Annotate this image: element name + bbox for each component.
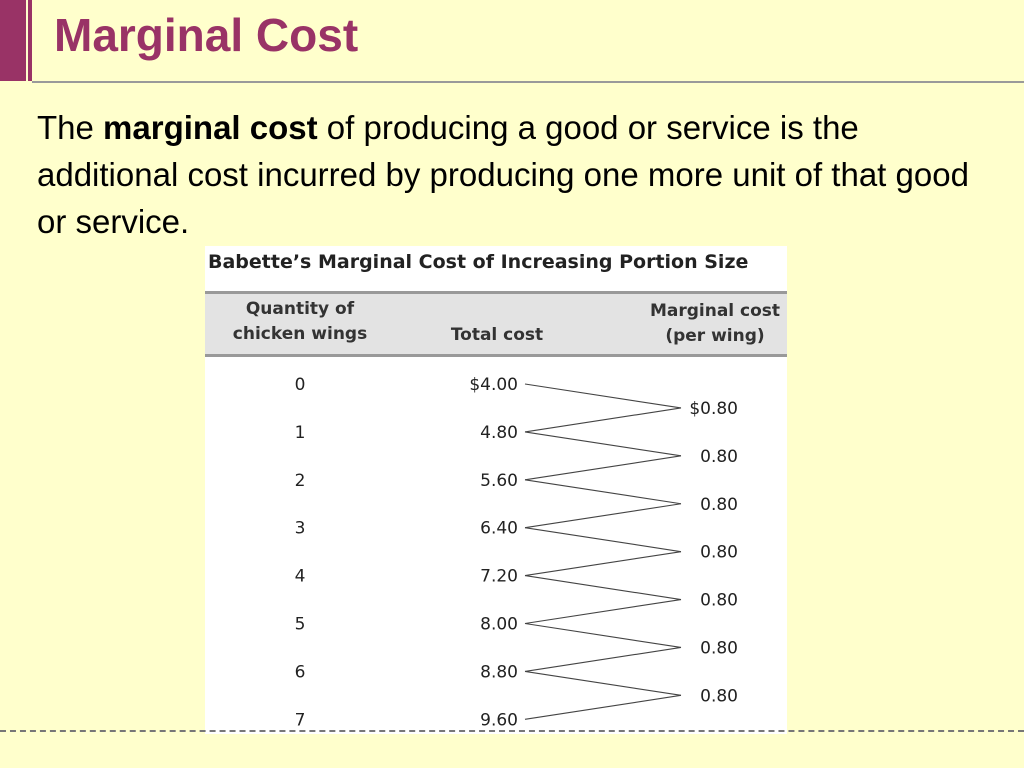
total-cost-cell: 8.00 — [480, 615, 518, 635]
marginal-cost-cell: 0.80 — [700, 591, 738, 611]
quantity-cell: 4 — [295, 567, 306, 587]
header-marginal-cost-line2: (per wing) — [665, 326, 764, 346]
marginal-cost-cell: 0.80 — [700, 686, 738, 706]
marginal-cost-cell: 0.80 — [700, 495, 738, 515]
table-graphic: Babette’s Marginal Cost of Increasing Po… — [205, 251, 787, 730]
title-divider — [32, 81, 1024, 83]
title-accent-stripe — [26, 0, 28, 81]
connector-line — [524, 455, 682, 481]
footer-dashed-divider — [0, 730, 1024, 732]
definition-text: The marginal cost of producing a good or… — [37, 104, 997, 245]
quantity-cell: 0 — [295, 375, 306, 395]
connector-line — [524, 431, 682, 457]
quantity-cell: 7 — [295, 710, 306, 730]
definition-lead: The — [37, 109, 104, 146]
connector-line — [524, 551, 682, 577]
quantity-cell: 5 — [295, 615, 306, 635]
marginal-cost-table: Babette’s Marginal Cost of Increasing Po… — [205, 246, 787, 734]
quantity-cell: 3 — [295, 519, 306, 539]
total-cost-cell: 6.40 — [480, 519, 518, 539]
total-cost-cell: 5.60 — [480, 471, 518, 491]
total-cost-cell: 8.80 — [480, 662, 518, 682]
connector-line — [524, 407, 682, 433]
connector-line — [524, 479, 682, 505]
connector-line — [524, 599, 682, 625]
table-body: 0 $4.00 1 4.80 2 5.60 3 6.40 4 7.20 5 8.00 6 8.80 7 9.6… — [295, 375, 738, 730]
connector-line — [524, 575, 682, 601]
header-top-rule — [205, 291, 787, 294]
marginal-cost-cell: $0.80 — [689, 399, 738, 419]
marginal-cost-cell: 0.80 — [700, 447, 738, 467]
header-total-cost: Total cost — [451, 325, 543, 345]
connector-line — [524, 527, 682, 553]
total-cost-cell: 4.80 — [480, 423, 518, 443]
total-cost-cell: 7.20 — [480, 567, 518, 587]
quantity-cell: 2 — [295, 471, 306, 491]
connector-line — [524, 670, 682, 696]
marginal-cost-cell: 0.80 — [700, 638, 738, 658]
header-quantity-line1: Quantity of — [246, 299, 355, 319]
total-cost-cell: $4.00 — [469, 375, 518, 395]
connector-line — [524, 622, 682, 648]
quantity-cell: 1 — [295, 423, 306, 443]
header-quantity-line2: chicken wings — [233, 324, 367, 344]
connector-line — [524, 694, 682, 720]
table-caption: Babette’s Marginal Cost of Increasing Po… — [208, 251, 748, 273]
header-bottom-rule — [205, 354, 787, 357]
connector-line — [524, 646, 682, 672]
marginal-cost-cell: 0.80 — [700, 543, 738, 563]
quantity-cell: 6 — [295, 662, 306, 682]
header-band — [205, 294, 787, 356]
connector-line — [524, 383, 682, 409]
header-marginal-cost-line1: Marginal cost — [650, 301, 780, 321]
total-cost-cell: 9.60 — [480, 710, 518, 730]
definition-term: marginal cost — [103, 109, 318, 146]
definition-rest: of producing a good or service is the ad… — [37, 109, 969, 240]
connector-line — [524, 503, 682, 529]
slide-title: Marginal Cost — [54, 9, 359, 61]
